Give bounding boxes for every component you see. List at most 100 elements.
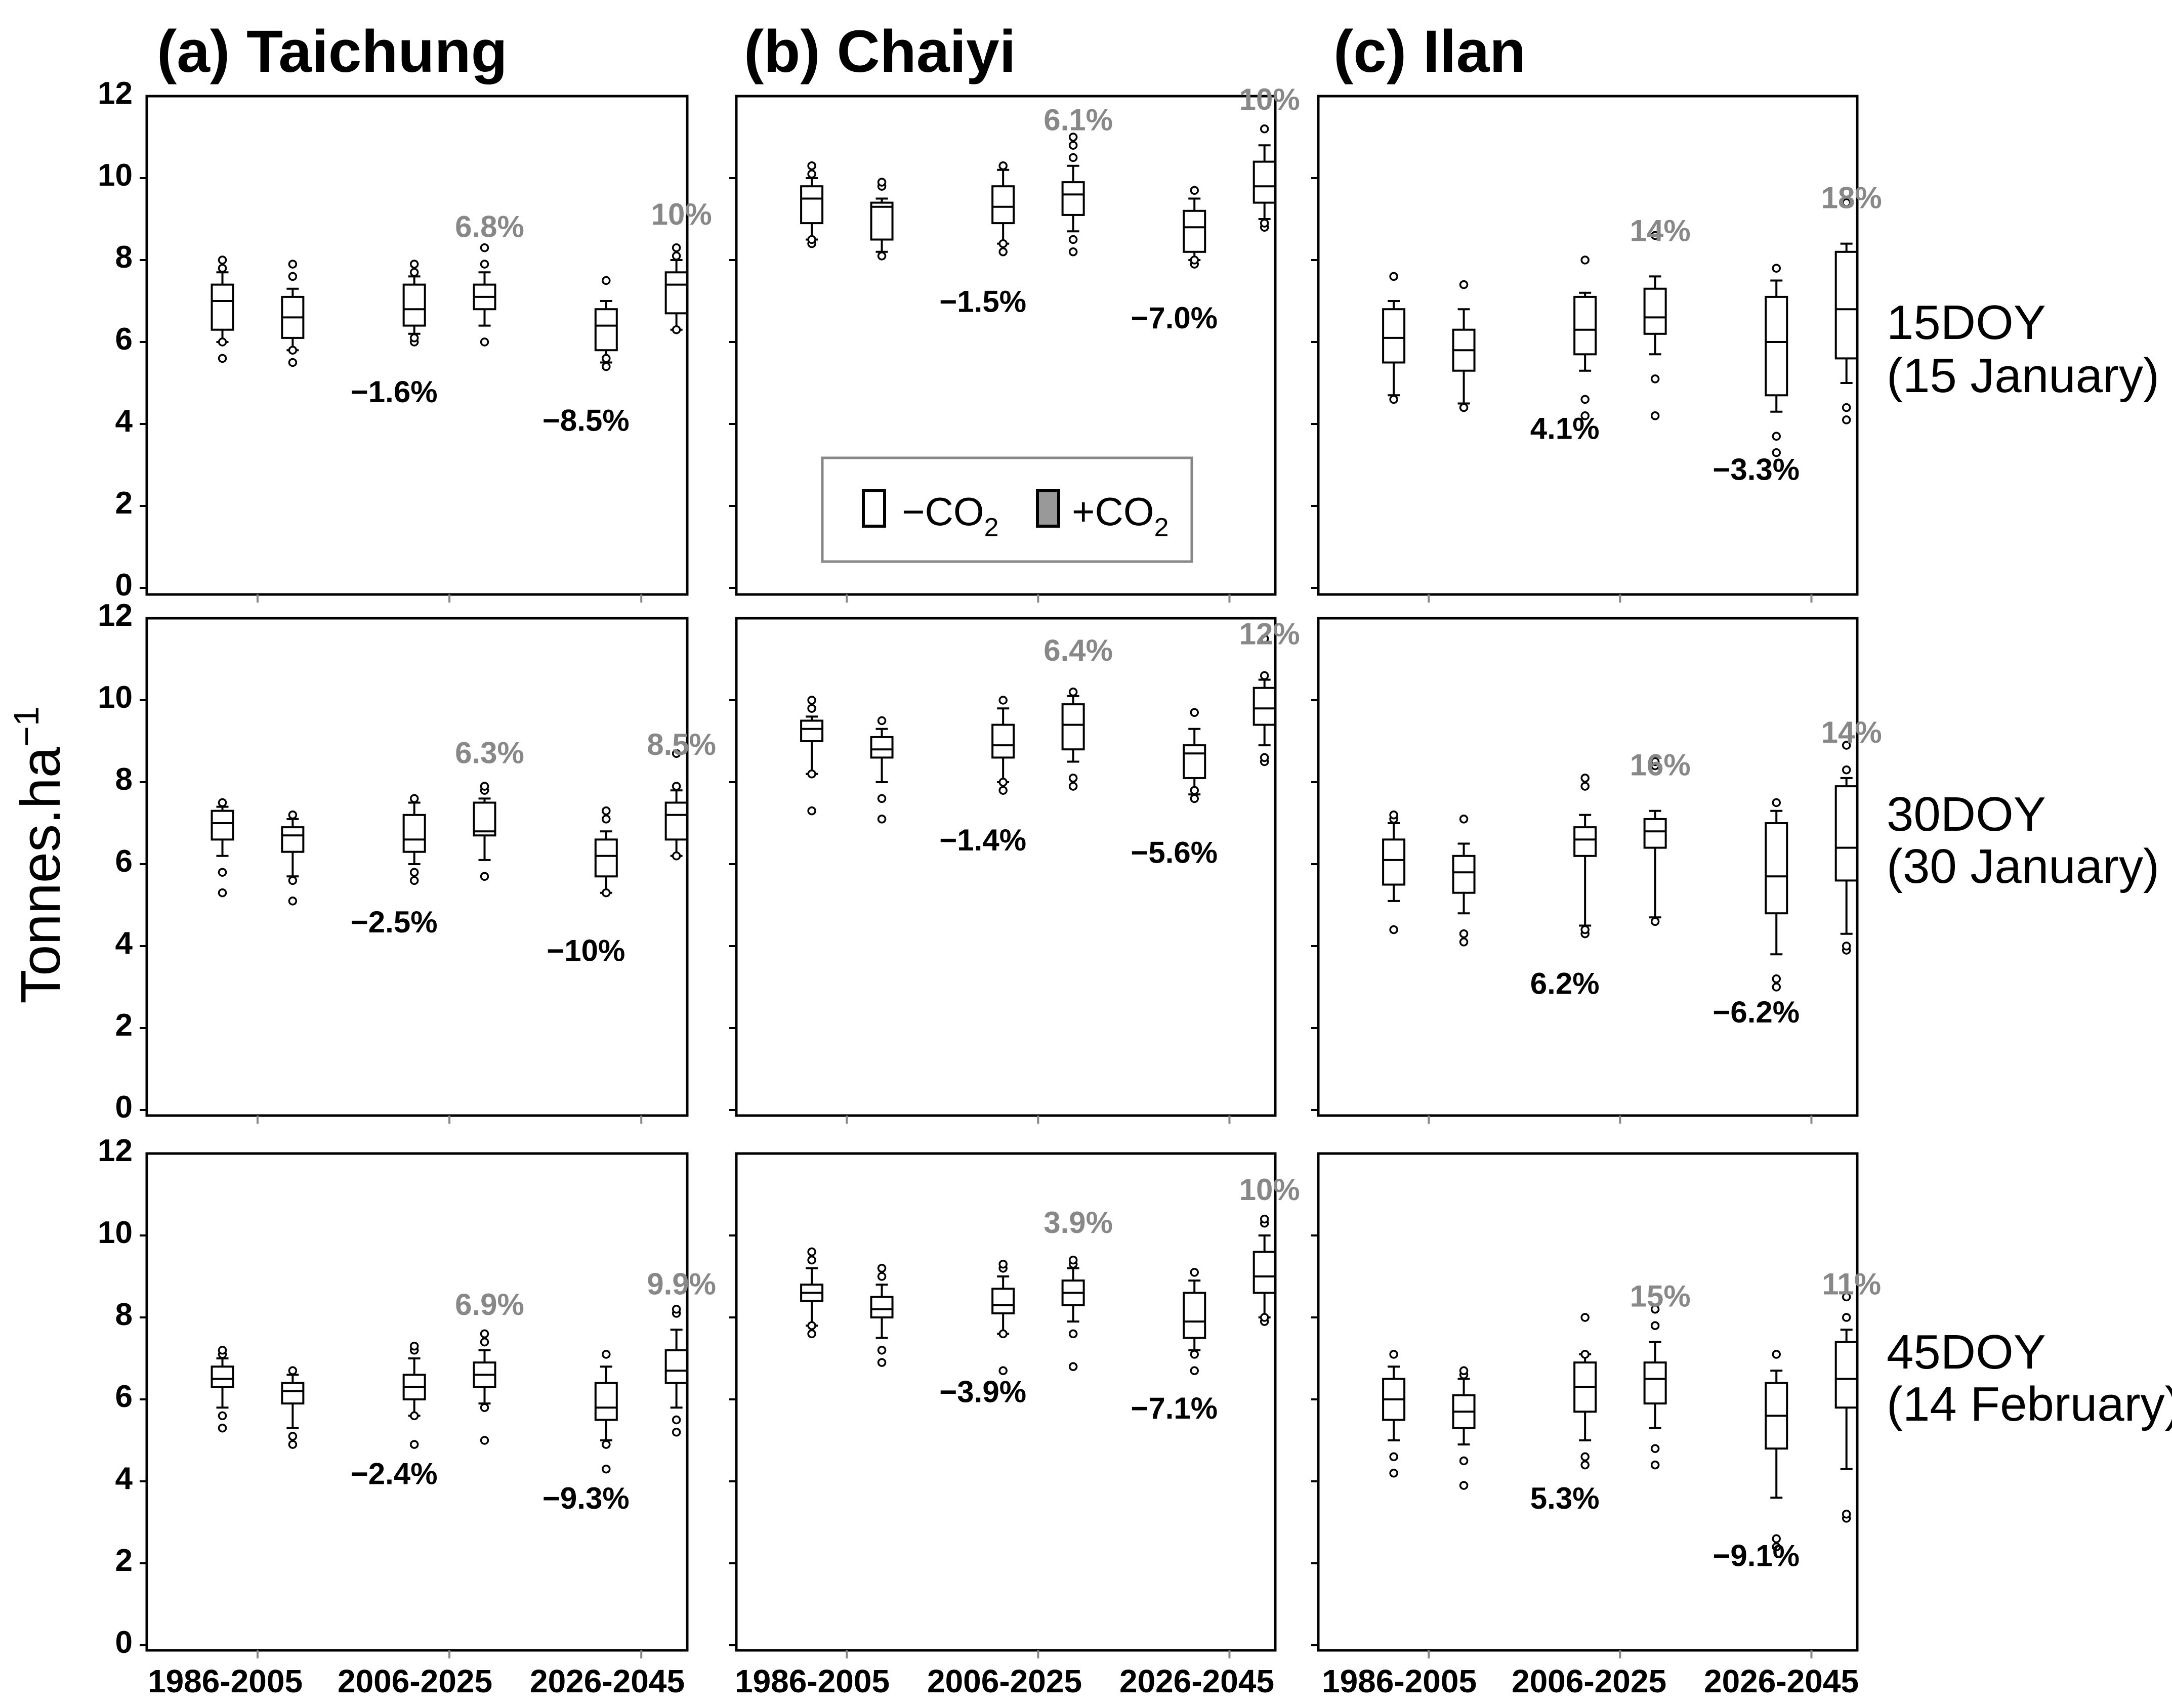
panel-frame: [145, 1152, 689, 1652]
box-iqr: [281, 1382, 305, 1405]
outlier-point: [877, 1346, 887, 1355]
outlier-point: [480, 872, 489, 881]
outlier-point: [672, 749, 681, 758]
outlier-point: [218, 1411, 227, 1421]
outlier-point: [877, 1272, 887, 1281]
outlier-point: [1068, 688, 1078, 697]
outlier-point: [998, 1329, 1008, 1339]
box-iqr: [1834, 785, 1858, 882]
outlier-point: [480, 337, 489, 347]
outlier-point: [672, 851, 681, 861]
x-tick-2026-2045-ilan: 2026-2045: [1704, 1663, 1859, 1699]
y-tick-4: 4: [115, 1461, 133, 1496]
y-tick-8: 8: [115, 240, 133, 275]
box-iqr: [1573, 826, 1597, 857]
outlier-point: [1190, 1366, 1199, 1376]
box-1986-2005-plus-co2: [870, 1264, 894, 1367]
y-tick-10: 10: [98, 680, 133, 715]
outlier-point: [288, 1366, 298, 1376]
box-iqr: [991, 185, 1015, 225]
outlier-point: [480, 1337, 489, 1347]
panel-ilan-45doy: 5.3% 15% −9.1% 11%: [1311, 1152, 1881, 1658]
outlier-point: [1068, 1329, 1078, 1339]
change-label-minus-co2: −10%: [547, 934, 625, 968]
box-iqr: [800, 719, 824, 742]
outlier-point: [288, 876, 298, 885]
box-2006-2025-minus-co2: [1573, 1313, 1597, 1470]
box-iqr: [870, 201, 894, 241]
outlier-point: [1842, 1510, 1851, 1519]
change-label-minus-co2: −5.6%: [1131, 835, 1218, 869]
outlier-point: [672, 243, 681, 252]
outlier-point: [288, 358, 298, 367]
box-iqr: [870, 736, 894, 759]
change-label-plus-co2: 6.1%: [1043, 103, 1113, 137]
outlier-point: [877, 1358, 887, 1367]
outlier-point: [1650, 374, 1660, 383]
outlier-point: [1650, 1305, 1660, 1314]
outlier-point: [1842, 403, 1851, 412]
box-iqr: [1382, 308, 1406, 364]
outlier-point: [288, 1432, 298, 1441]
row-label-15doy-date: (15 January): [1887, 349, 2159, 403]
outlier-point: [288, 346, 298, 355]
outlier-point: [218, 798, 227, 807]
box-2026-2045-plus-co2: [1834, 1292, 1858, 1523]
y-tick-10: 10: [98, 158, 133, 193]
outlier-point: [1068, 247, 1078, 257]
outlier-point: [1842, 942, 1851, 951]
outlier-point: [807, 169, 816, 179]
box-1986-2005-plus-co2: [1452, 280, 1476, 412]
y-tick-8: 8: [115, 762, 133, 797]
change-label-minus-co2: −1.5%: [939, 285, 1026, 319]
outlier-point: [409, 1341, 419, 1351]
box-iqr: [664, 271, 688, 315]
change-label-minus-co2: −8.5%: [542, 404, 630, 438]
box-iqr: [1765, 295, 1788, 397]
change-label-minus-co2: −7.0%: [1131, 301, 1218, 335]
change-label-plus-co2: 6.8%: [455, 209, 524, 243]
outlier-point: [218, 1346, 227, 1355]
outlier-point: [218, 354, 227, 363]
change-label-minus-co2: −9.3%: [542, 1481, 630, 1515]
panel-title-ilan: (c) Ilan: [1333, 18, 1526, 85]
panel-taichung-15doy: −1.6% 6.8% −8.5% 10%: [140, 95, 712, 603]
row-label-30doy: 30DOY: [1887, 787, 2046, 841]
outlier-point: [480, 1436, 489, 1445]
outlier-point: [409, 268, 419, 277]
outlier-point: [288, 896, 298, 906]
box-2006-2025-plus-co2: [1061, 133, 1085, 257]
box-iqr: [1643, 818, 1667, 849]
box-iqr: [1452, 855, 1476, 894]
box-iqr: [281, 826, 305, 853]
outlier-point: [1459, 815, 1469, 824]
outlier-point: [1260, 1214, 1269, 1224]
x-tick-1986-2005-taichung: 1986-2005: [148, 1663, 303, 1699]
box-iqr: [1061, 703, 1085, 751]
box-iqr: [211, 809, 234, 841]
box-2026-2045-plus-co2: [664, 243, 688, 334]
panel-taichung-30doy: −2.5% 6.3% −10% 8.5%: [140, 617, 716, 1124]
change-label-minus-co2: −6.2%: [1712, 995, 1800, 1029]
outlier-point: [998, 778, 1008, 787]
box-2026-2045-minus-co2: [1183, 708, 1206, 803]
box-1986-2005-minus-co2: [211, 255, 234, 363]
box-iqr: [594, 308, 618, 352]
box-2026-2045-plus-co2: [664, 1305, 688, 1437]
change-label-minus-co2: −1.6%: [351, 375, 438, 409]
outlier-point: [1068, 141, 1078, 150]
box-iqr: [1643, 1361, 1667, 1405]
box-1986-2005-minus-co2: [1382, 1350, 1406, 1478]
x-tick-1986-2005-chaiyi: 1986-2005: [735, 1663, 890, 1699]
box-1986-2005-minus-co2: [211, 798, 234, 898]
outlier-point: [1772, 798, 1781, 807]
box-2026-2045-plus-co2: [1834, 741, 1858, 955]
outlier-point: [998, 1259, 1008, 1269]
box-iqr: [594, 838, 618, 878]
change-label-minus-co2: −3.3%: [1712, 453, 1800, 487]
y-tick-8: 8: [115, 1297, 133, 1332]
box-1986-2005-minus-co2: [1382, 272, 1406, 404]
outlier-point: [1580, 255, 1590, 265]
change-label-minus-co2: 4.1%: [1530, 412, 1600, 446]
